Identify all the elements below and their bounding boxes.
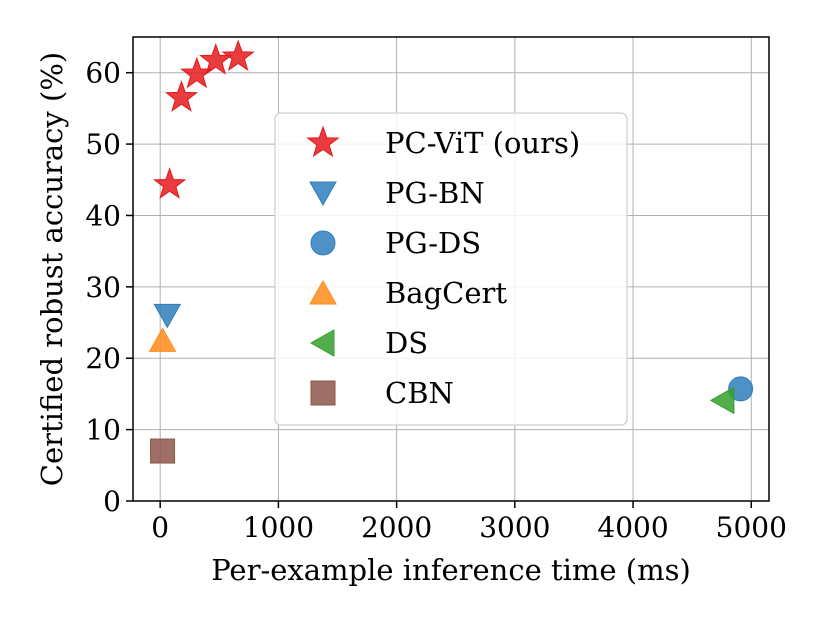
y-tick-label: 30 <box>85 271 121 304</box>
x-tick-label: 4000 <box>597 511 668 544</box>
data-point <box>150 438 176 464</box>
x-tick-label: 0 <box>151 511 169 544</box>
legend-entry-label: BagCert <box>385 276 507 310</box>
legend-marker <box>310 230 336 256</box>
x-tick-label: 2000 <box>361 511 432 544</box>
x-tick-label: 3000 <box>479 511 550 544</box>
legend-marker <box>309 329 335 357</box>
legend-marker <box>306 125 340 158</box>
data-point <box>148 327 177 352</box>
legend-entry-label: PG-BN <box>385 176 485 210</box>
data-point <box>153 303 182 329</box>
legend-entry-label: PG-DS <box>385 226 481 260</box>
axis-ticks: 0 1000 2000 3000 4000 5000 0 10 20 30 40 50 60 <box>85 57 787 544</box>
legend-box <box>274 112 628 426</box>
data-point <box>709 386 735 415</box>
legend-entry-label: CBN <box>385 376 454 410</box>
y-axis-label: Certified robust accuracy (%) <box>35 52 69 486</box>
y-tick-label: 60 <box>85 57 121 90</box>
data-point <box>164 80 199 112</box>
y-tick-label: 50 <box>85 128 121 161</box>
y-tick-label: 40 <box>85 199 121 232</box>
legend-entry-label: PC-ViT (ours) <box>385 126 580 160</box>
data-points <box>148 39 754 464</box>
x-tick-label: 5000 <box>716 511 787 544</box>
x-tick-label: 1000 <box>243 511 314 544</box>
y-tick-label: 10 <box>85 414 121 447</box>
y-tick-label: 0 <box>103 485 121 518</box>
legend: PC-ViT (ours) PG-BN PG-DS BagCert DS CBN <box>274 112 628 426</box>
y-tick-label: 20 <box>85 342 121 375</box>
plot-frame <box>132 36 770 502</box>
legend-marker <box>310 380 336 406</box>
data-point <box>221 39 255 72</box>
legend-marker <box>309 181 337 207</box>
legend-marker <box>309 279 337 305</box>
legend-entry-label: DS <box>385 326 428 360</box>
data-point <box>728 376 754 402</box>
data-point <box>153 167 187 199</box>
x-axis-label: Per-example inference time (ms) <box>211 553 691 587</box>
